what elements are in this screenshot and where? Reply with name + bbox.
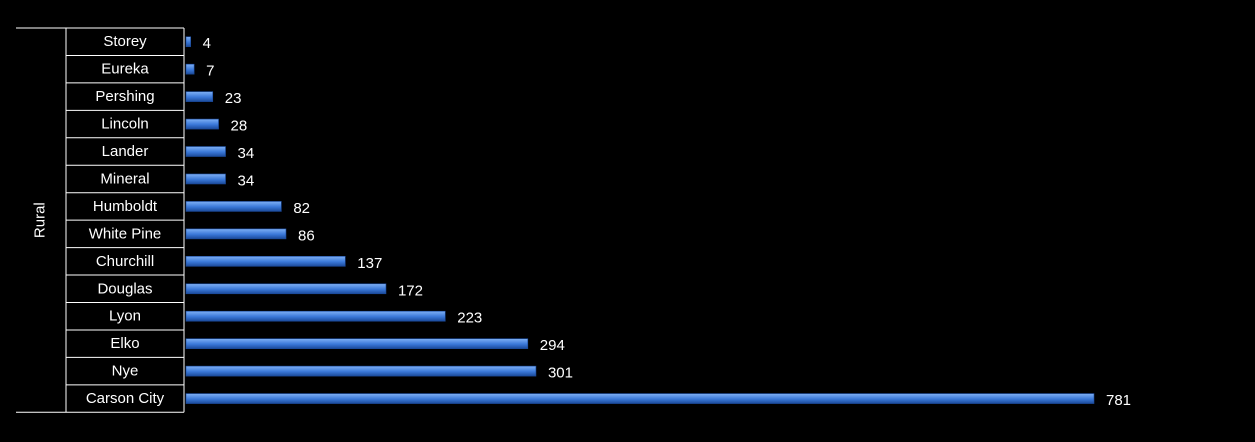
bars — [185, 36, 1095, 404]
data-label: 23 — [225, 90, 242, 107]
bar — [185, 228, 287, 240]
data-label: 86 — [298, 227, 315, 244]
category-label: Lander — [102, 143, 149, 160]
data-label: 172 — [398, 282, 423, 299]
data-label: 223 — [457, 310, 482, 327]
bar — [185, 365, 537, 377]
data-label: 137 — [357, 255, 382, 272]
group-label: Rural — [32, 202, 49, 238]
data-label: 7 — [206, 63, 214, 80]
bar — [185, 173, 226, 185]
data-label: 34 — [238, 145, 255, 162]
category-label: Mineral — [100, 170, 149, 187]
category-axis-lines — [16, 27, 185, 413]
data-label: 4 — [203, 35, 211, 52]
category-label: Lincoln — [101, 116, 149, 133]
data-labels: 4 7 23 28 34 34 82 86 137 172 223 294 301 781 — [203, 35, 1131, 409]
category-labels: Storey Eureka Pershing Lincoln Lander Mineral… — [86, 33, 165, 407]
data-label: 82 — [293, 200, 310, 217]
data-label: 34 — [238, 172, 255, 189]
bar — [185, 36, 191, 48]
bar — [185, 201, 282, 212]
data-label: 294 — [540, 337, 565, 354]
bar — [185, 118, 219, 130]
bar — [185, 393, 1095, 404]
category-label: Elko — [110, 335, 139, 352]
category-label: Douglas — [97, 280, 152, 297]
bar — [185, 338, 529, 349]
category-label: Eureka — [101, 61, 149, 78]
bar — [185, 91, 214, 102]
data-label: 301 — [548, 365, 573, 382]
bar — [185, 310, 446, 322]
bar — [185, 283, 387, 295]
data-label: 28 — [231, 118, 248, 135]
bar — [185, 63, 195, 75]
category-label: White Pine — [89, 225, 162, 242]
bar — [185, 146, 226, 157]
category-label: Lyon — [109, 308, 141, 325]
bar — [185, 256, 346, 267]
category-label: Storey — [103, 33, 147, 50]
category-label: Churchill — [96, 253, 154, 270]
category-label: Humboldt — [93, 198, 158, 215]
category-label: Nye — [112, 363, 139, 380]
category-label: Pershing — [95, 88, 154, 105]
data-label: 781 — [1106, 392, 1131, 409]
category-label: Carson City — [86, 390, 165, 407]
